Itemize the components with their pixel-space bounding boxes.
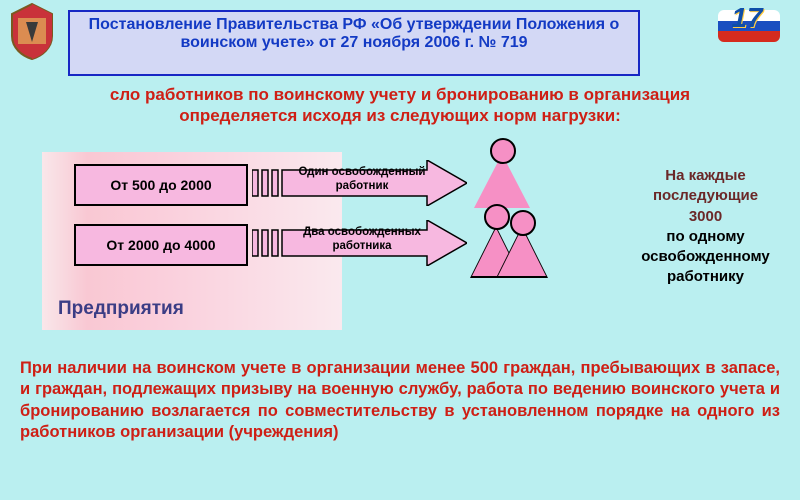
right-note: На каждые последующие 3000 по одному осв…: [623, 166, 788, 288]
slide: 17 Постановление Правительства РФ «Об ут…: [0, 0, 800, 500]
range-box-1: От 500 до 2000: [74, 164, 248, 206]
header-text: Постановление Правительства РФ «Об утвер…: [89, 16, 620, 51]
panel-label: Предприятия: [58, 298, 184, 320]
right-note-line: На каждые: [623, 166, 788, 186]
circle-icon: [484, 204, 510, 230]
diagram-area: Предприятия От 500 до 2000 От 2000 до 40…: [0, 142, 800, 352]
right-note-line: последующие: [623, 186, 788, 206]
arrow-label-2: Два освобожденных работника: [287, 226, 437, 254]
slide-number-badge: 17: [708, 6, 786, 44]
arrow-1: Один освобожденный работник: [252, 160, 467, 206]
range-text-2: От 2000 до 4000: [106, 237, 215, 253]
arrow-2: Два освобожденных работника: [252, 220, 467, 266]
range-text-1: От 500 до 2000: [110, 177, 211, 193]
right-note-line: по одному освобожденному работнику: [623, 227, 788, 288]
range-box-2: От 2000 до 4000: [74, 224, 248, 266]
header-title-box: Постановление Правительства РФ «Об утвер…: [68, 10, 640, 76]
subheading-text: сло работников по воинскому учету и брон…: [110, 85, 690, 125]
right-note-line: 3000: [623, 207, 788, 227]
arrow-label-1: Один освобожденный работник: [287, 166, 437, 194]
bottom-paragraph: При наличии на воинском учете в организа…: [20, 358, 780, 444]
circle-icon: [490, 138, 516, 164]
slide-number: 17: [708, 2, 786, 34]
circle-icon: [510, 210, 536, 236]
subheading: сло работников по воинскому учету и брон…: [0, 84, 800, 127]
coat-of-arms-icon: [8, 2, 56, 60]
